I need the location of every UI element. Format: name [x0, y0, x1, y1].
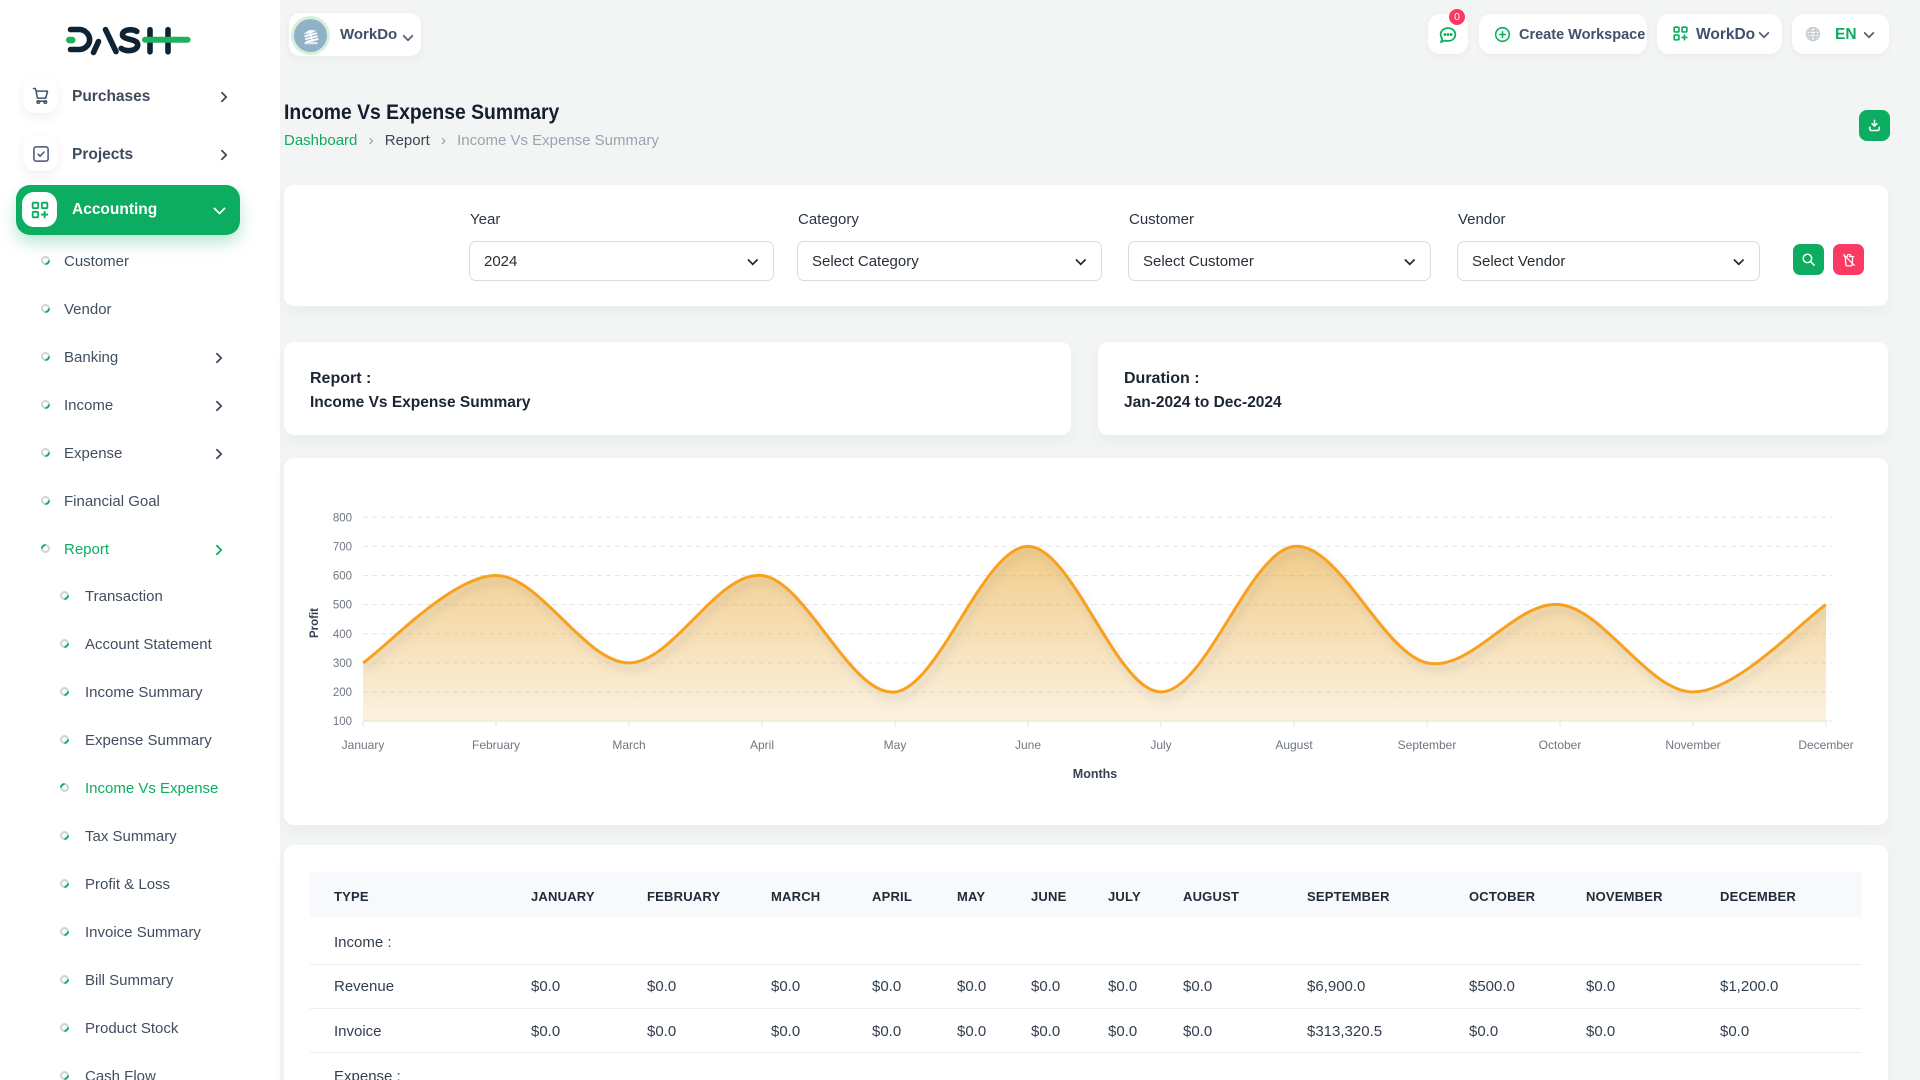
svg-text:100: 100 — [333, 716, 352, 728]
svg-text:February: February — [472, 738, 520, 752]
svg-text:500: 500 — [333, 600, 352, 612]
svg-text:January: January — [342, 738, 385, 752]
svg-text:September: September — [1398, 738, 1457, 752]
svg-text:March: March — [612, 738, 645, 752]
svg-text:May: May — [884, 738, 907, 752]
svg-text:Profit: Profit — [309, 608, 321, 638]
svg-text:600: 600 — [333, 571, 352, 583]
svg-text:October: October — [1539, 738, 1582, 752]
svg-text:December: December — [1798, 738, 1853, 752]
svg-text:November: November — [1665, 738, 1720, 752]
svg-text:July: July — [1150, 738, 1171, 752]
svg-text:800: 800 — [333, 512, 352, 524]
svg-text:April: April — [750, 738, 774, 752]
svg-text:700: 700 — [333, 541, 352, 553]
svg-text:200: 200 — [333, 687, 352, 699]
svg-text:400: 400 — [333, 629, 352, 641]
svg-text:June: June — [1015, 738, 1041, 752]
svg-text:August: August — [1275, 738, 1313, 752]
svg-text:Months: Months — [1073, 767, 1117, 781]
svg-text:300: 300 — [333, 658, 352, 670]
